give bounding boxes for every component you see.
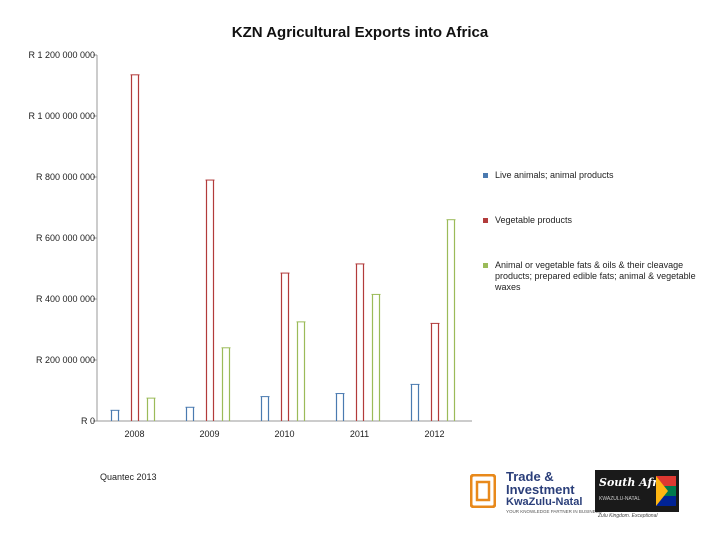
y-tick-label: R 200 000 000 [36,355,95,365]
legend-swatch [483,218,488,223]
bar-1-2008 [130,74,140,421]
bar-2-2010 [296,321,306,421]
sa-tagline: Zulu Kingdom. Exceptional [598,513,658,519]
x-tick-label: 2008 [124,429,144,439]
chart-title: KZN Agricultural Exports into Africa [231,24,489,41]
bar-2-2011 [371,293,381,421]
bar-1-2010 [280,272,290,421]
legend-label: Live animals; animal products [495,170,614,180]
legend-swatch [483,263,488,268]
sa-sub: KWAZULU-NATAL [599,496,641,502]
y-ticks: R 0 R 200 000 000 R 400 000 000 R 600 000 0… [28,50,97,426]
tik-logo-text: Trade & Investment KwaZulu-Natal [506,470,582,509]
y-tick-label: R 400 000 000 [36,294,95,304]
x-tick-label: 2011 [350,429,369,439]
legend-item-fats-oils: Animal or vegetable fats & oils & their … [483,260,703,293]
bar-0-2009 [185,406,195,421]
sa-flag-icon [656,476,676,506]
bar-2-2009 [221,347,231,421]
x-ticks: 2008 2009 2010 2011 2012 [124,429,444,439]
bar-1-2012 [430,322,440,421]
logos: Trade & Investment KwaZulu-Natal YOUR KN… [470,470,682,519]
bar-2-2008 [146,397,156,421]
x-tick-label: 2012 [424,429,444,439]
bar-0-2011 [335,393,345,421]
tik-logo-icon [470,474,496,508]
y-tick-label: R 600 000 000 [36,233,95,243]
legend-swatch [483,173,488,178]
source-note: Quantec 2013 [100,472,157,482]
bar-2-2012 [446,219,456,421]
legend-item-live-animals: Live animals; animal products [483,170,703,181]
south-africa-logo: South Africa KWAZULU-NATAL [595,470,679,512]
legend: Live animals; animal products Vegetable … [483,170,703,327]
legend-label: Animal or vegetable fats & oils & their … [495,260,696,292]
bar-0-2008 [110,409,120,421]
tik-line-1: Trade & [506,469,554,484]
tik-tagline: YOUR KNOWLEDGE PARTNER IN BUSINESS [506,509,602,514]
legend-item-vegetable-products: Vegetable products [483,215,703,226]
tik-line-2: Investment [506,482,575,497]
y-tick-label: R 0 [81,416,95,426]
bar-1-2009 [205,179,215,421]
tik-line-3: KwaZulu-Natal [506,496,583,508]
bars [110,74,456,421]
x-tick-label: 2010 [274,429,294,439]
bar-0-2010 [260,396,270,421]
legend-label: Vegetable products [495,215,573,225]
y-tick-label: R 1 200 000 000 [28,50,95,60]
y-tick-label: R 800 000 000 [36,172,95,182]
bar-1-2011 [355,263,365,421]
x-tick-label: 2009 [199,429,219,439]
bar-0-2012 [410,383,420,421]
y-tick-label: R 1 000 000 000 [28,111,95,121]
